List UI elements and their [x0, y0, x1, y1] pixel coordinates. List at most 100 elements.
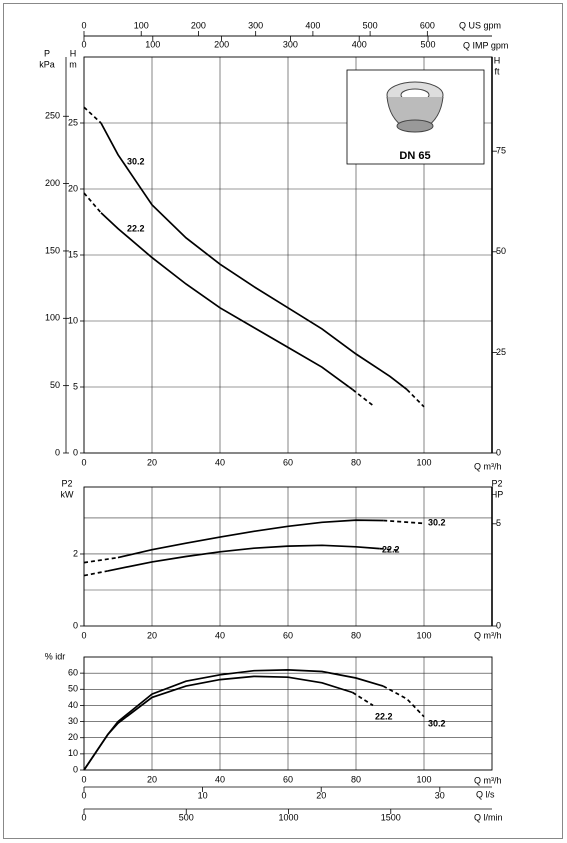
y-tick-label: 5 — [73, 381, 78, 391]
axis-tick-label: 300 — [283, 39, 298, 49]
axis-label: kPa — [39, 59, 55, 69]
axis-tick-label: 100 — [134, 20, 149, 30]
x-tick-label: 20 — [147, 457, 157, 467]
axis-tick-label: 0 — [81, 812, 86, 822]
y-tick-label: 15 — [68, 249, 78, 259]
axis-tick-label: 0 — [55, 447, 60, 457]
y-tick-label: 20 — [68, 732, 78, 742]
curve — [379, 547, 401, 552]
pump-base — [396, 119, 434, 133]
y-tick-label: 40 — [68, 700, 78, 710]
x-axis-label: Q m³/h — [474, 775, 502, 785]
curve — [83, 669, 384, 771]
axis-tick-label: 20 — [316, 790, 326, 800]
curve — [352, 691, 374, 707]
axis-label: H — [494, 55, 501, 65]
plot-frame — [83, 656, 493, 771]
x-tick-label: 60 — [283, 457, 293, 467]
axis-label: Q l/min — [474, 812, 503, 822]
curve — [352, 388, 374, 407]
curve — [83, 106, 102, 124]
x-tick-label: 80 — [351, 630, 361, 640]
axis-tick-label: 0 — [81, 790, 86, 800]
axis-tick-label: 0 — [496, 620, 501, 630]
series-label: 22.2 — [382, 544, 400, 554]
x-tick-label: 20 — [147, 774, 157, 784]
y-tick-label: 0 — [73, 447, 78, 457]
axis-label: Q IMP gpm — [463, 40, 508, 50]
inset-label: DN 65 — [399, 150, 430, 162]
x-tick-label: 80 — [351, 774, 361, 784]
axis-tick-label: 500 — [363, 20, 378, 30]
x-tick-label: 0 — [81, 774, 86, 784]
x-tick-label: 100 — [416, 630, 431, 640]
x-tick-label: 60 — [283, 774, 293, 784]
x-tick-label: 20 — [147, 630, 157, 640]
x-tick-label: 100 — [416, 774, 431, 784]
axis-tick-label: 0 — [81, 20, 86, 30]
x-tick-label: 40 — [215, 630, 225, 640]
y-tick-label: 10 — [68, 748, 78, 758]
curve — [83, 556, 119, 564]
x-tick-label: 80 — [351, 457, 361, 467]
y-axis-label: % idr — [45, 651, 66, 661]
y-tick-label: 0 — [73, 620, 78, 630]
axis-label: ft — [494, 66, 500, 76]
axis-tick-label: 5 — [496, 518, 501, 528]
curve — [83, 675, 353, 771]
curve — [100, 212, 354, 391]
curve — [117, 519, 384, 559]
axis-tick-label: 100 — [45, 313, 60, 323]
curve — [406, 389, 425, 408]
y-tick-label: 0 — [73, 764, 78, 774]
y-tick-label: 25 — [68, 117, 78, 127]
y-tick-label: 10 — [68, 315, 78, 325]
axis-tick-label: 200 — [191, 20, 206, 30]
y-axis-label: H — [70, 48, 77, 58]
axis-tick-label: 30 — [435, 790, 445, 800]
curve — [83, 570, 108, 577]
series-label: 30.2 — [428, 718, 446, 728]
x-tick-label: 0 — [81, 457, 86, 467]
axis-tick-label: 50 — [50, 380, 60, 390]
y-tick-label: 50 — [68, 684, 78, 694]
axis-tick-label: 10 — [198, 790, 208, 800]
y-tick-label: 20 — [68, 183, 78, 193]
axis-tick-label: 0 — [81, 39, 86, 49]
curve — [107, 544, 380, 572]
y-axis-label: m — [69, 59, 77, 69]
curve — [382, 685, 425, 718]
axis-tick-label: 200 — [214, 39, 229, 49]
axis-tick-label: 150 — [45, 245, 60, 255]
inset: DN 65 — [346, 69, 485, 165]
x-tick-label: 40 — [215, 774, 225, 784]
axis-label: HP — [491, 489, 504, 499]
axis-tick-label: 400 — [352, 39, 367, 49]
axis-tick-label: 600 — [420, 20, 435, 30]
series-label: 30.2 — [428, 517, 446, 527]
series-label: 30.2 — [127, 156, 145, 166]
axis-tick-label: 500 — [420, 39, 435, 49]
x-tick-label: 60 — [283, 630, 293, 640]
x-axis-label: Q m³/h — [474, 630, 502, 640]
axis-tick-label: 400 — [305, 20, 320, 30]
curve — [383, 519, 425, 525]
axis-tick-label: 75 — [496, 146, 506, 156]
y-tick-label: 30 — [68, 716, 78, 726]
axis-tick-label: 500 — [179, 812, 194, 822]
axis-label: Q US gpm — [459, 20, 501, 30]
axis-label: Q l/s — [476, 789, 495, 799]
axis-tick-label: 300 — [248, 20, 263, 30]
page-frame — [3, 3, 563, 839]
curve — [83, 192, 102, 214]
y-tick-label: 2 — [73, 548, 78, 558]
x-tick-label: 100 — [416, 457, 431, 467]
y-axis-label: kW — [61, 489, 75, 499]
axis-tick-label: 25 — [496, 347, 506, 357]
x-tick-label: 40 — [215, 457, 225, 467]
axis-tick-label: 50 — [496, 246, 506, 256]
axis-tick-label: 1000 — [278, 812, 298, 822]
